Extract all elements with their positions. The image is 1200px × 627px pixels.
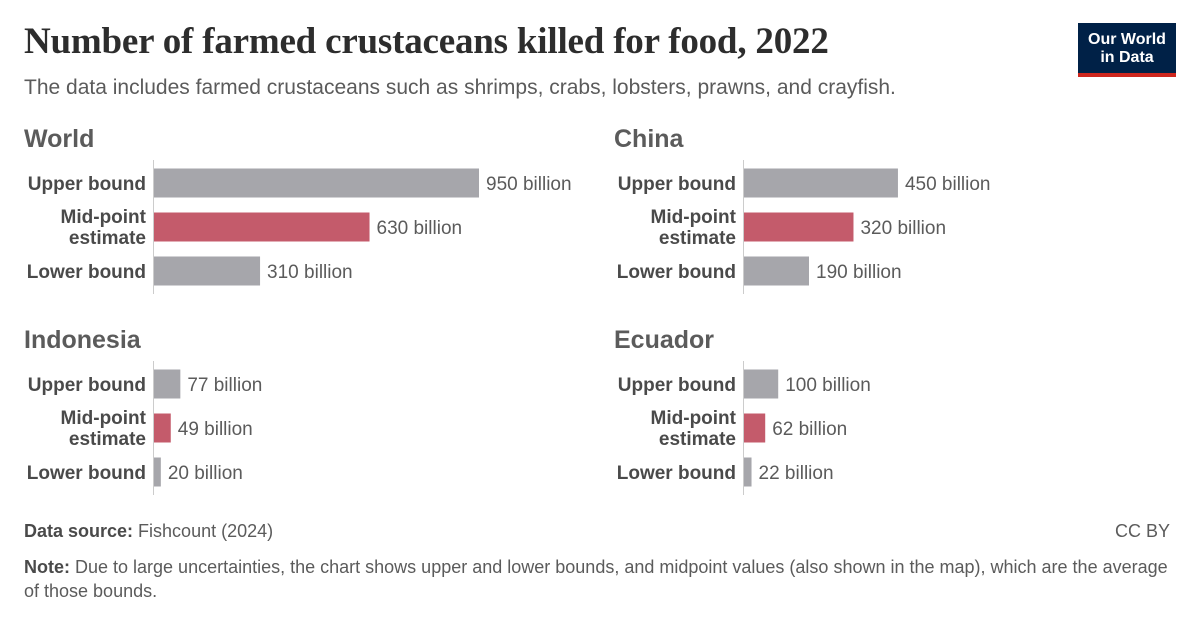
note-label: Note: [24, 557, 70, 577]
category-label: Mid-point estimate [61, 408, 147, 450]
value-label: 22 billion [759, 463, 834, 484]
value-label: 100 billion [785, 375, 871, 396]
chart-title: Number of farmed crustaceans killed for … [24, 21, 829, 62]
data-source: Data source: Fishcount (2024) [24, 521, 273, 542]
value-label: 190 billion [816, 262, 902, 283]
bar-upper-bound [744, 168, 898, 198]
category-label: Lower bound [617, 262, 736, 283]
panel-title: Ecuador [614, 326, 714, 354]
category-label-line: Mid-point [651, 408, 737, 429]
bar-upper-bound [154, 369, 181, 399]
panel-indonesia: Indonesia Upper bound 77 billion Mid-point e… [24, 326, 262, 495]
logo-line-2: in Data [1100, 49, 1154, 66]
category-label: Upper bound [28, 174, 146, 195]
bar-upper-bound [154, 168, 479, 198]
category-label: Lower bound [27, 262, 146, 283]
logo-line-1: Our World [1088, 31, 1166, 48]
value-label: 630 billion [377, 218, 463, 239]
category-label: Lower bound [27, 463, 146, 484]
bar-midpoint [744, 413, 766, 443]
bar-upper-bound [744, 369, 779, 399]
bar-midpoint [154, 413, 171, 443]
data-source-text[interactable]: Fishcount (2024) [133, 521, 274, 541]
category-label-line: Mid-point [651, 207, 737, 228]
license-link[interactable]: CC BY [1114, 521, 1170, 541]
category-label-line: Mid-point [61, 207, 147, 228]
chart-note: Note: Due to large uncertainties, the ch… [24, 555, 1174, 603]
category-label: Lower bound [617, 463, 736, 484]
category-label-line: estimate [69, 228, 146, 249]
value-label: 20 billion [168, 463, 243, 484]
panel-title: Indonesia [24, 326, 142, 354]
category-label: Mid-point estimate [651, 408, 737, 450]
owid-logo[interactable]: Our World in Data [1078, 23, 1176, 77]
value-label: 62 billion [772, 419, 847, 440]
bar-lower-bound [154, 457, 161, 487]
value-label: 310 billion [267, 262, 353, 283]
value-label: 320 billion [860, 218, 946, 239]
category-label-line: estimate [69, 429, 146, 450]
bar-lower-bound [744, 457, 752, 487]
category-label-line: Mid-point [61, 408, 147, 429]
category-label: Mid-point estimate [61, 207, 147, 249]
bar-lower-bound [744, 256, 809, 286]
panel-title: China [614, 125, 685, 153]
value-label: 49 billion [178, 419, 253, 440]
category-label-line: estimate [659, 228, 736, 249]
category-label: Upper bound [618, 174, 736, 195]
bar-midpoint [154, 212, 370, 242]
data-source-label: Data source: [24, 521, 134, 541]
chart-subtitle: The data includes farmed crustaceans suc… [24, 76, 896, 99]
category-label: Upper bound [618, 375, 736, 396]
panel-title: World [24, 125, 94, 153]
value-label: 950 billion [486, 174, 572, 195]
bar-midpoint [744, 212, 854, 242]
value-label: 450 billion [905, 174, 991, 195]
panel-china: China Upper bound 450 billion Mid-point esti… [614, 125, 991, 294]
panel-ecuador: Ecuador Upper bound 100 billion Mid-point es… [614, 326, 871, 495]
note-text: Due to large uncertainties, the chart sh… [24, 557, 1168, 601]
value-label: 77 billion [187, 375, 262, 396]
panel-world: World Upper bound 950 billion Mid-point esti… [24, 125, 572, 294]
category-label: Upper bound [28, 375, 146, 396]
category-label-line: estimate [659, 429, 736, 450]
bar-lower-bound [154, 256, 261, 286]
category-label: Mid-point estimate [651, 207, 737, 249]
